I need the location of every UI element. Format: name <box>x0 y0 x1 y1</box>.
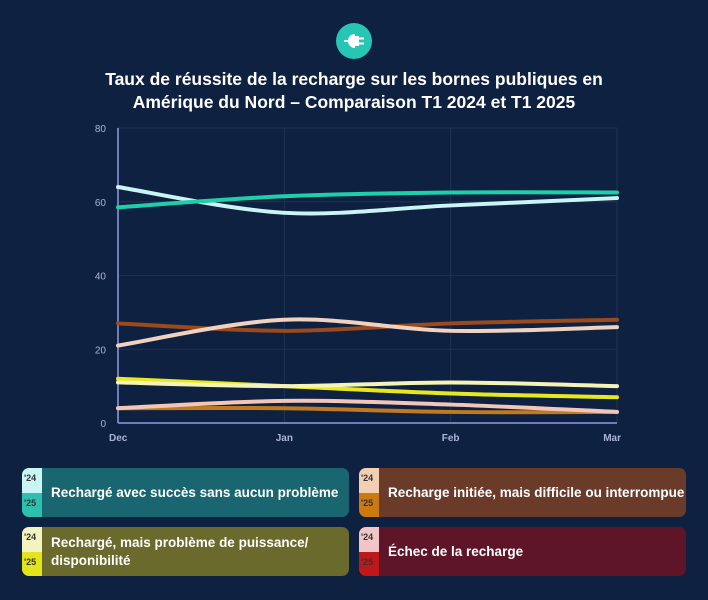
legend-item-power-issue[interactable]: '24'25 Rechargé, mais problème de puissa… <box>22 527 349 576</box>
x-tick-label: Feb <box>442 433 460 444</box>
series-line-power25 <box>116 376 619 400</box>
y-tick-label: 60 <box>95 198 107 209</box>
line-chart: 0 20 40 60 80 Dec Jan Feb Mar <box>95 124 621 444</box>
chart-title: Taux de réussite de la recharge sur les … <box>0 68 708 114</box>
legend-item-difficult[interactable]: '24'25 Recharge initiée, mais difficile … <box>359 468 686 517</box>
x-tick-label: Jan <box>276 433 293 444</box>
title-line-2: Amérique du Nord – Comparaison T1 2024 e… <box>132 92 576 112</box>
y-tick-label: 80 <box>95 124 107 135</box>
swatch-2025: '25 <box>22 551 42 576</box>
legend-label: Recharge initiée, mais difficile ou inte… <box>388 484 685 500</box>
series-line-difficult24 <box>116 317 619 348</box>
ev-plug-icon <box>336 23 372 59</box>
series-line-failure24 <box>116 398 619 414</box>
legend-item-success[interactable]: '24'25 Rechargé avec succès sans aucun p… <box>22 468 349 517</box>
y-tick-label: 20 <box>95 345 107 356</box>
x-tick-label: Mar <box>603 433 621 444</box>
y-tick-label: 40 <box>95 272 107 283</box>
swatch-2024: '24 <box>22 527 42 552</box>
legend-label: Rechargé avec succès sans aucun problème <box>51 484 339 500</box>
series-line-power24 <box>116 380 619 389</box>
x-tick-label: Dec <box>109 433 128 444</box>
legend: '24'25 Rechargé avec succès sans aucun p… <box>22 468 686 576</box>
y-tick-label: 0 <box>100 419 106 430</box>
series-line-success25 <box>116 190 619 210</box>
title-line-1: Taux de réussite de la recharge sur les … <box>105 69 603 89</box>
swatch-2025: '25 <box>359 492 379 517</box>
legend-label: Rechargé, mais problème de puissance/ di… <box>51 534 309 568</box>
legend-label: Échec de la recharge <box>388 543 524 559</box>
swatch-2025: '25 <box>22 492 42 517</box>
legend-item-failure[interactable]: '24'25 Échec de la recharge <box>359 527 686 576</box>
swatch-2025: '25 <box>359 551 379 576</box>
swatch-2024: '24 <box>359 527 379 552</box>
series-line-difficult25 <box>116 317 619 333</box>
series-line-failure25 <box>116 405 619 415</box>
swatch-2024: '24 <box>359 468 379 493</box>
swatch-2024: '24 <box>22 468 42 493</box>
